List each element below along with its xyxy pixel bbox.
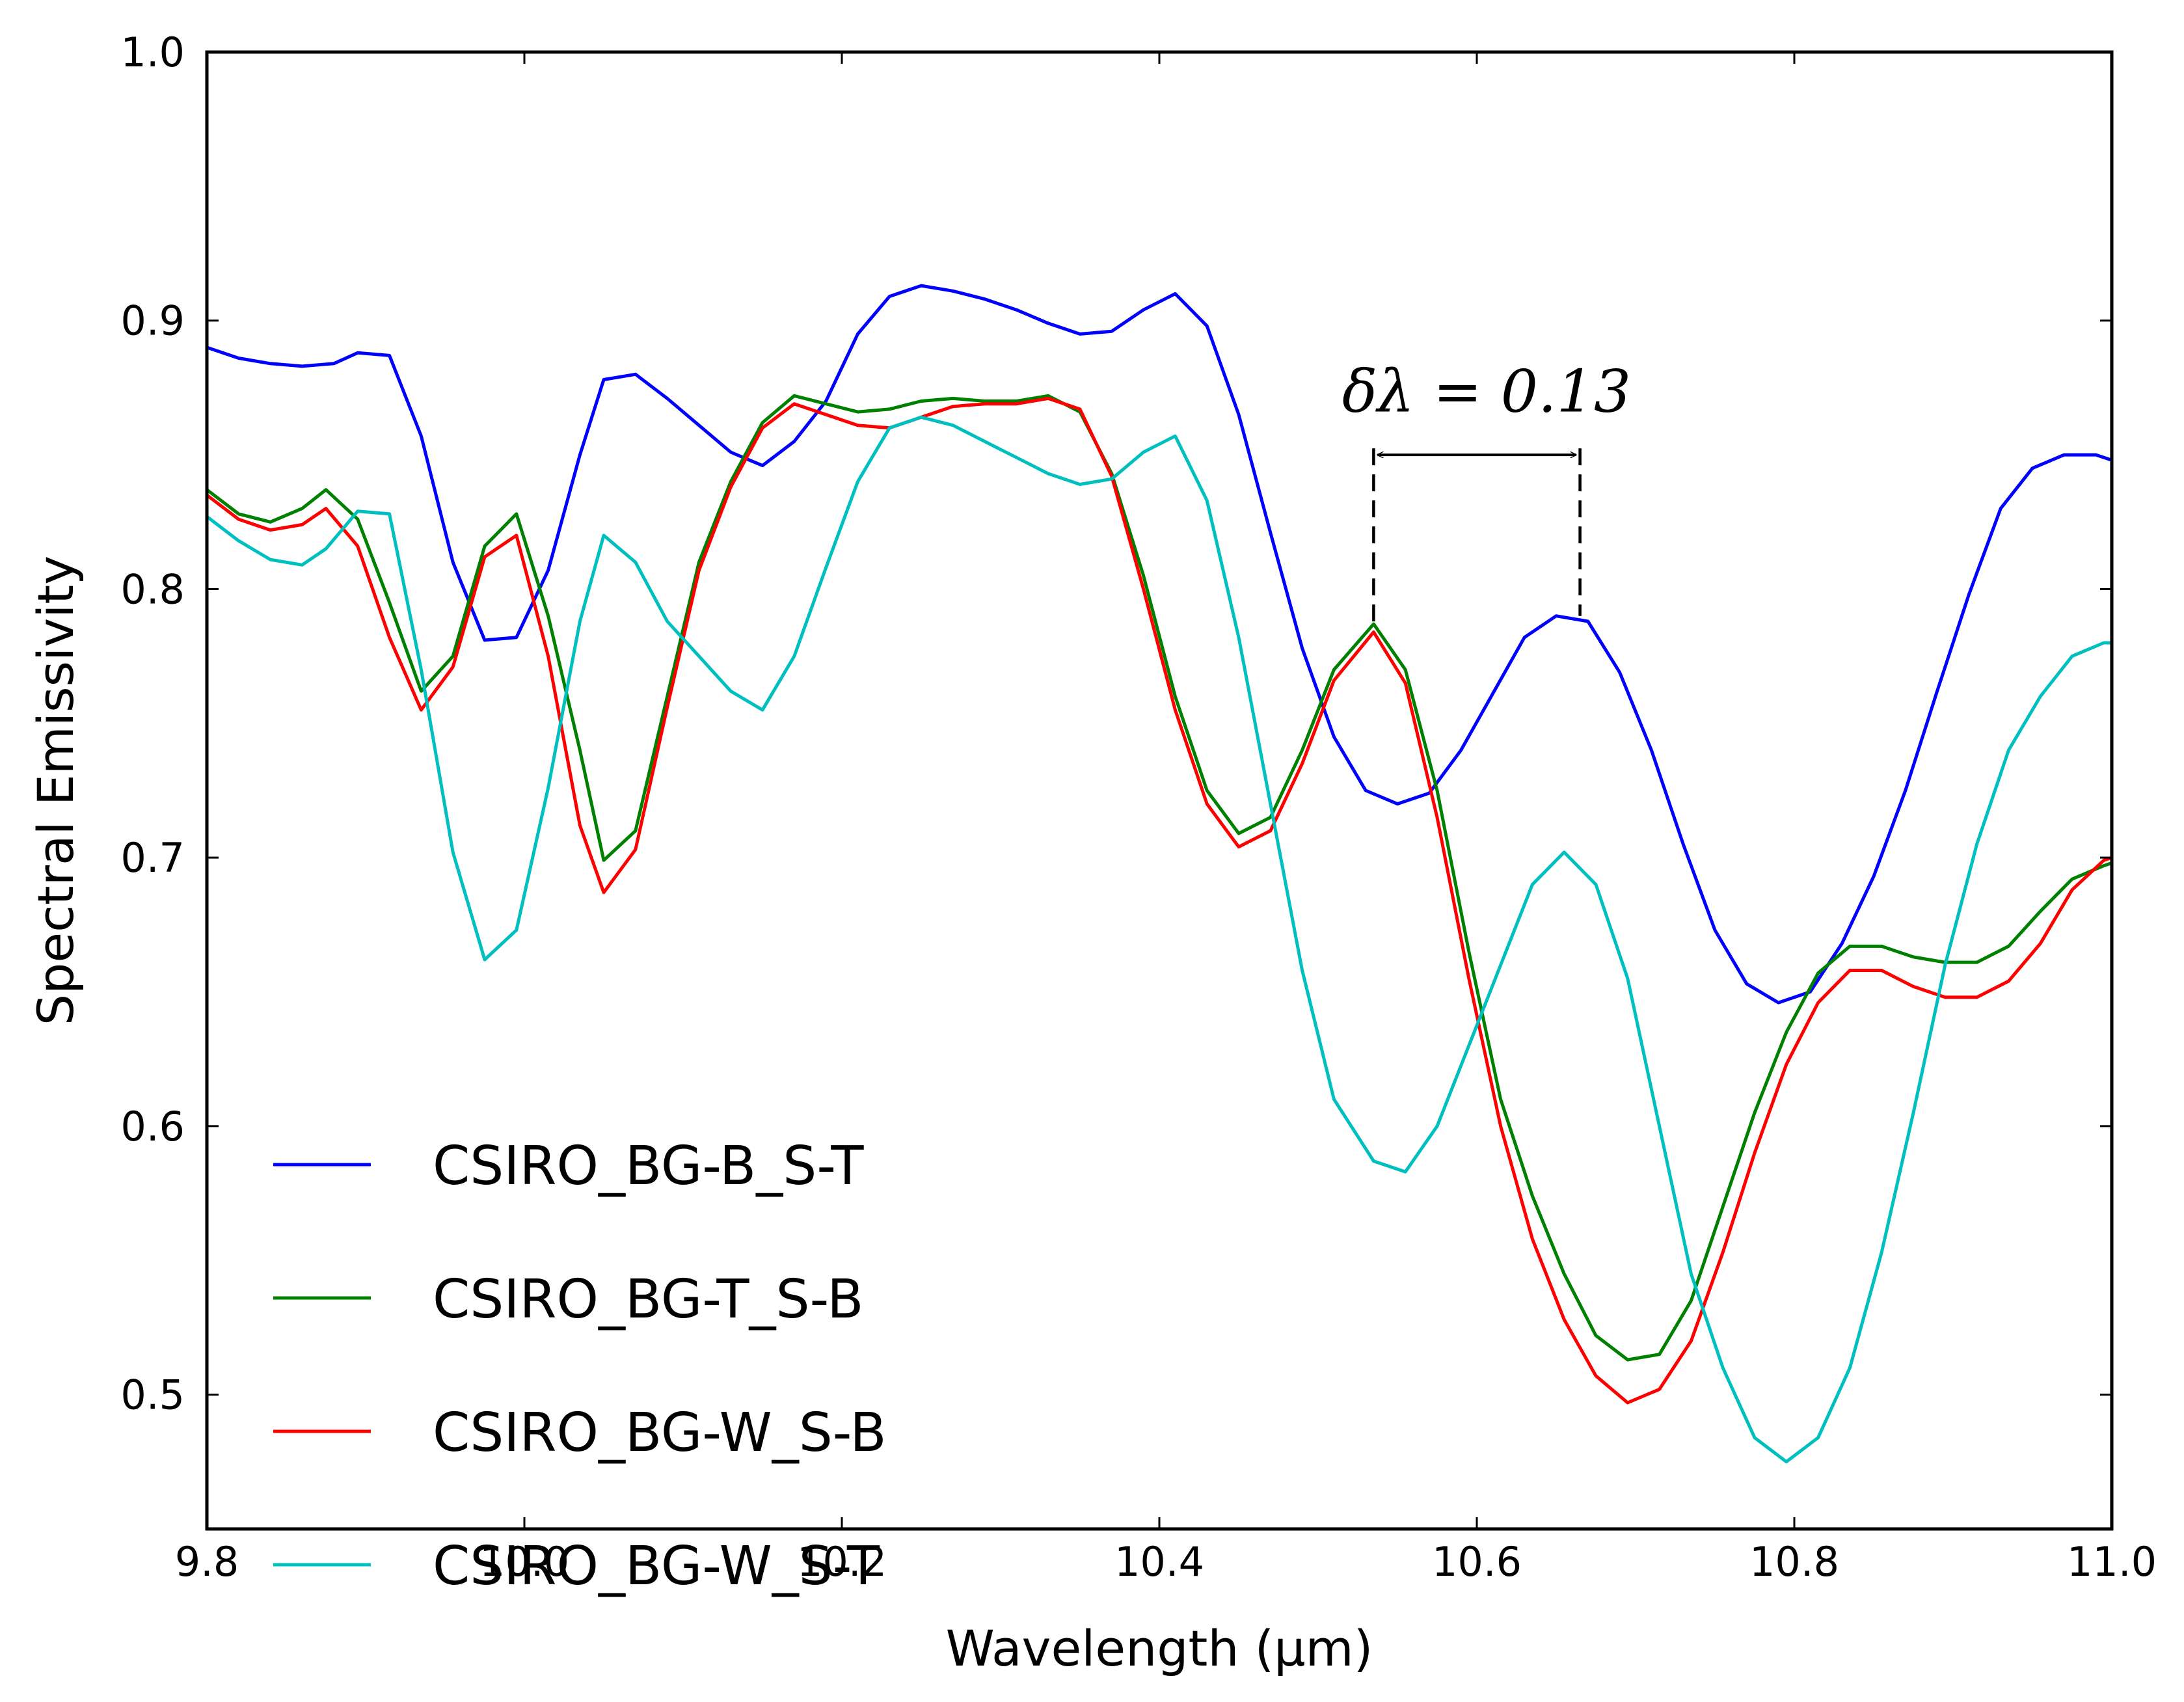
legend-label: CSIRO_BG-W_S-T [433, 1535, 880, 1597]
x-tick-label: 9.8 [175, 1538, 239, 1586]
x-tick-label: 10.8 [1749, 1538, 1839, 1586]
y-tick-label: 0.5 [120, 1371, 185, 1419]
series-line-2 [207, 394, 2112, 1362]
legend-label: CSIRO_BG-W_S-B [433, 1402, 887, 1464]
y-tick-label: 0.6 [120, 1103, 185, 1150]
y-axis-label: Spectral Emissivity [27, 556, 85, 1025]
y-tick-label: 0.9 [120, 297, 185, 345]
series-line-3 [207, 396, 2112, 1405]
x-axis-label: Wavelength (μm) [946, 1619, 1373, 1677]
legend-label: CSIRO_BG-B_S-T [433, 1135, 864, 1197]
annotation-text: δλ = 0.13 [1342, 358, 1631, 426]
x-tick-label: 10.6 [1432, 1538, 1522, 1586]
y-tick-label: 0.8 [120, 565, 185, 613]
x-tick-label: 10.0 [479, 1538, 569, 1586]
legend-label: CSIRO_BG-T_S-B [433, 1269, 864, 1331]
x-tick-label: 10.4 [1114, 1538, 1204, 1586]
x-tick-label: 10.2 [797, 1538, 887, 1586]
series-line-4 [207, 415, 2112, 1464]
y-tick-label: 1.0 [120, 29, 185, 76]
x-tick-label: 11.0 [2067, 1538, 2157, 1586]
y-tick-label: 0.7 [120, 834, 185, 882]
series-line-1 [207, 284, 2112, 1005]
